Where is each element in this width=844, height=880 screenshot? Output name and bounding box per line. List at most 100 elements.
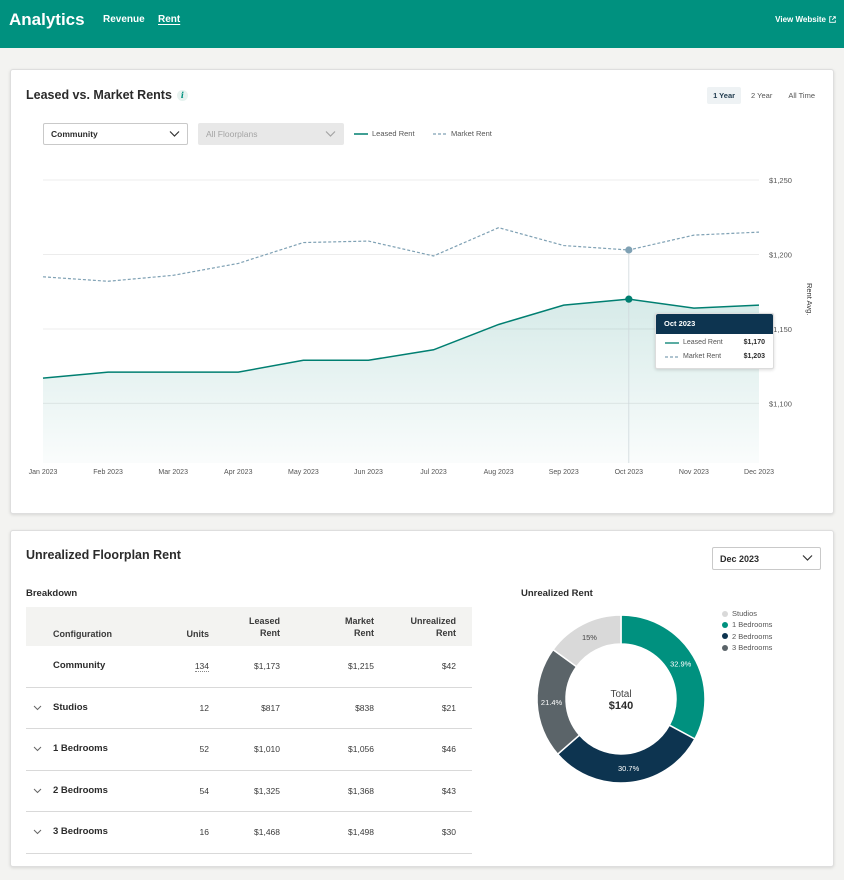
slice-label: 32.9% [670, 659, 692, 668]
header-leased-line1: Leased [248, 616, 280, 626]
row-name: Community [53, 660, 106, 671]
chevron-down-icon [325, 131, 336, 137]
table-row-studios[interactable]: Studios 12 $817 $838 $21 [26, 688, 472, 729]
pie-legend-3-bedrooms: 3 Bedrooms [722, 642, 772, 653]
solid-line-swatch [354, 132, 368, 135]
pie-legend: Studios 1 Bedrooms 2 Bedrooms 3 Bedrooms [722, 608, 772, 653]
row-leased: $1,173 [254, 661, 280, 671]
table-row-community: Community 134 $1,173 $1,215 $42 [26, 646, 472, 688]
floorplan-select-value: All Floorplans [206, 129, 258, 139]
chevron-down-icon[interactable] [33, 746, 42, 752]
legend-market: Market Rent [433, 129, 492, 138]
tab-2-year[interactable]: 2 Year [751, 91, 773, 100]
chart-tooltip: Oct 2023 Leased Rent $1,170 Market Rent … [655, 313, 774, 369]
x-tick-label: Aug 2023 [484, 469, 514, 476]
view-website-link[interactable]: View Website [775, 15, 836, 24]
range-tabs: 1 Year 2 Year All Time [707, 87, 821, 104]
nav-revenue[interactable]: Revenue [103, 14, 145, 25]
top-bar: Analytics Revenue Rent View Website [0, 0, 844, 48]
nav-rent[interactable]: Rent [158, 14, 181, 25]
row-market: $1,215 [348, 661, 374, 671]
row-unrealized: $43 [441, 785, 456, 796]
row-units: 54 [199, 785, 209, 796]
info-icon[interactable]: i [176, 90, 188, 101]
tab-1-year[interactable]: 1 Year [707, 87, 742, 104]
donut-slice[interactable] [551, 614, 622, 668]
header-market-rent: Market Rent [345, 615, 374, 639]
legend-leased-label: Leased Rent [372, 129, 415, 138]
community-select[interactable]: Community [43, 123, 188, 145]
trend-card-title: Leased vs. Market Rents i [26, 88, 188, 102]
legend-dot [722, 610, 728, 617]
row-units[interactable]: 134 [194, 661, 209, 672]
chevron-down-icon[interactable] [33, 705, 42, 711]
slice-label: 30.7% [618, 764, 640, 773]
tooltip-market-label: Market Rent [683, 353, 722, 360]
external-link-icon [829, 16, 836, 23]
legend-market-label: Market Rent [451, 129, 492, 138]
table-row-1-bedrooms[interactable]: 1 Bedrooms 52 $1,010 $1,056 $46 [26, 729, 472, 771]
y-axis-label: Rent Avg. [805, 283, 814, 315]
x-tick-label: Feb 2023 [93, 469, 123, 476]
rent-line-chart: $1,100 $1,150 $1,200 $1,250 Rent Avg. Jan 202… [29, 176, 814, 476]
donut-slice[interactable] [620, 614, 706, 741]
tooltip-month: Oct 2023 [656, 314, 773, 334]
row-leased: $1,325 [254, 785, 280, 796]
y-tick-label: $1,100 [769, 399, 792, 408]
chevron-down-icon[interactable] [33, 788, 42, 794]
x-tick-label: Oct 2023 [615, 469, 644, 476]
tab-all-time[interactable]: All Time [788, 91, 815, 100]
unrealized-card-title: Unrealized Floorplan Rent [26, 548, 181, 562]
table-header: Configuration Units Leased Rent Market R… [26, 607, 472, 646]
row-name: 2 Bedrooms [53, 784, 108, 796]
x-tick-label: Dec 2023 [744, 469, 774, 476]
pie-legend-studios: Studios [722, 608, 772, 619]
view-website-label: View Website [775, 15, 826, 24]
y-tick-label: $1,250 [769, 176, 792, 185]
table-row-2-bedrooms[interactable]: 2 Bedrooms 54 $1,325 $1,368 $43 [26, 771, 472, 812]
legend-dot [722, 644, 728, 651]
legend-leased: Leased Rent [354, 129, 415, 138]
month-select-value: Dec 2023 [720, 554, 760, 564]
row-name: Studios [53, 701, 88, 713]
leased-vs-market-card: Leased vs. Market Rents i 1 Year 2 Year A… [10, 69, 834, 514]
pie-legend-2-bedrooms: 2 Bedrooms [722, 631, 772, 642]
legend-dot [722, 621, 728, 628]
chevron-down-icon[interactable] [33, 829, 42, 835]
y-tick-label: $1,200 [769, 250, 792, 259]
pie-legend-1-bedrooms: 1 Bedrooms [722, 619, 772, 630]
pie-legend-label: 1 Bedrooms [732, 620, 773, 630]
breakdown-label: Breakdown [26, 588, 78, 599]
x-tick-label: Apr 2023 [224, 469, 253, 476]
market-rent-point [625, 246, 633, 254]
floorplan-select: All Floorplans [198, 123, 344, 145]
table-row-3-bedrooms[interactable]: 3 Bedrooms 16 $1,468 $1,498 $30 [26, 812, 472, 854]
y-tick-label: $1,150 [769, 325, 792, 334]
row-market: $1,368 [348, 785, 374, 796]
dashed-line-swatch [433, 132, 447, 135]
tooltip-leased-label: Leased Rent [683, 339, 723, 346]
row-unrealized: $42 [441, 661, 456, 671]
x-tick-label: Jan 2023 [29, 469, 58, 476]
header-market-line1: Market [344, 616, 374, 626]
row-unrealized: $21 [441, 702, 456, 713]
header-unrealized-line1: Unrealized [410, 616, 456, 626]
x-tick-label: Mar 2023 [158, 469, 188, 476]
row-leased: $1,010 [254, 744, 280, 754]
x-tick-label: May 2023 [288, 469, 319, 476]
header-unrealized-rent: Unrealized Rent [410, 615, 456, 639]
tooltip-leased-value: $1,170 [743, 339, 765, 346]
row-market: $1,056 [348, 744, 374, 754]
row-units: 12 [199, 702, 209, 713]
donut-center-label: Total [610, 689, 631, 700]
row-leased: $1,468 [254, 827, 280, 837]
row-unrealized: $30 [441, 827, 456, 837]
legend-dot [722, 633, 728, 640]
row-units: 16 [199, 827, 209, 837]
month-select[interactable]: Dec 2023 [712, 547, 821, 570]
row-unrealized: $46 [441, 744, 456, 754]
pie-legend-label: Studios [732, 609, 758, 619]
slice-label: 15% [582, 633, 597, 642]
leased-rent-area [43, 299, 759, 463]
slice-label: 21.4% [541, 698, 563, 707]
